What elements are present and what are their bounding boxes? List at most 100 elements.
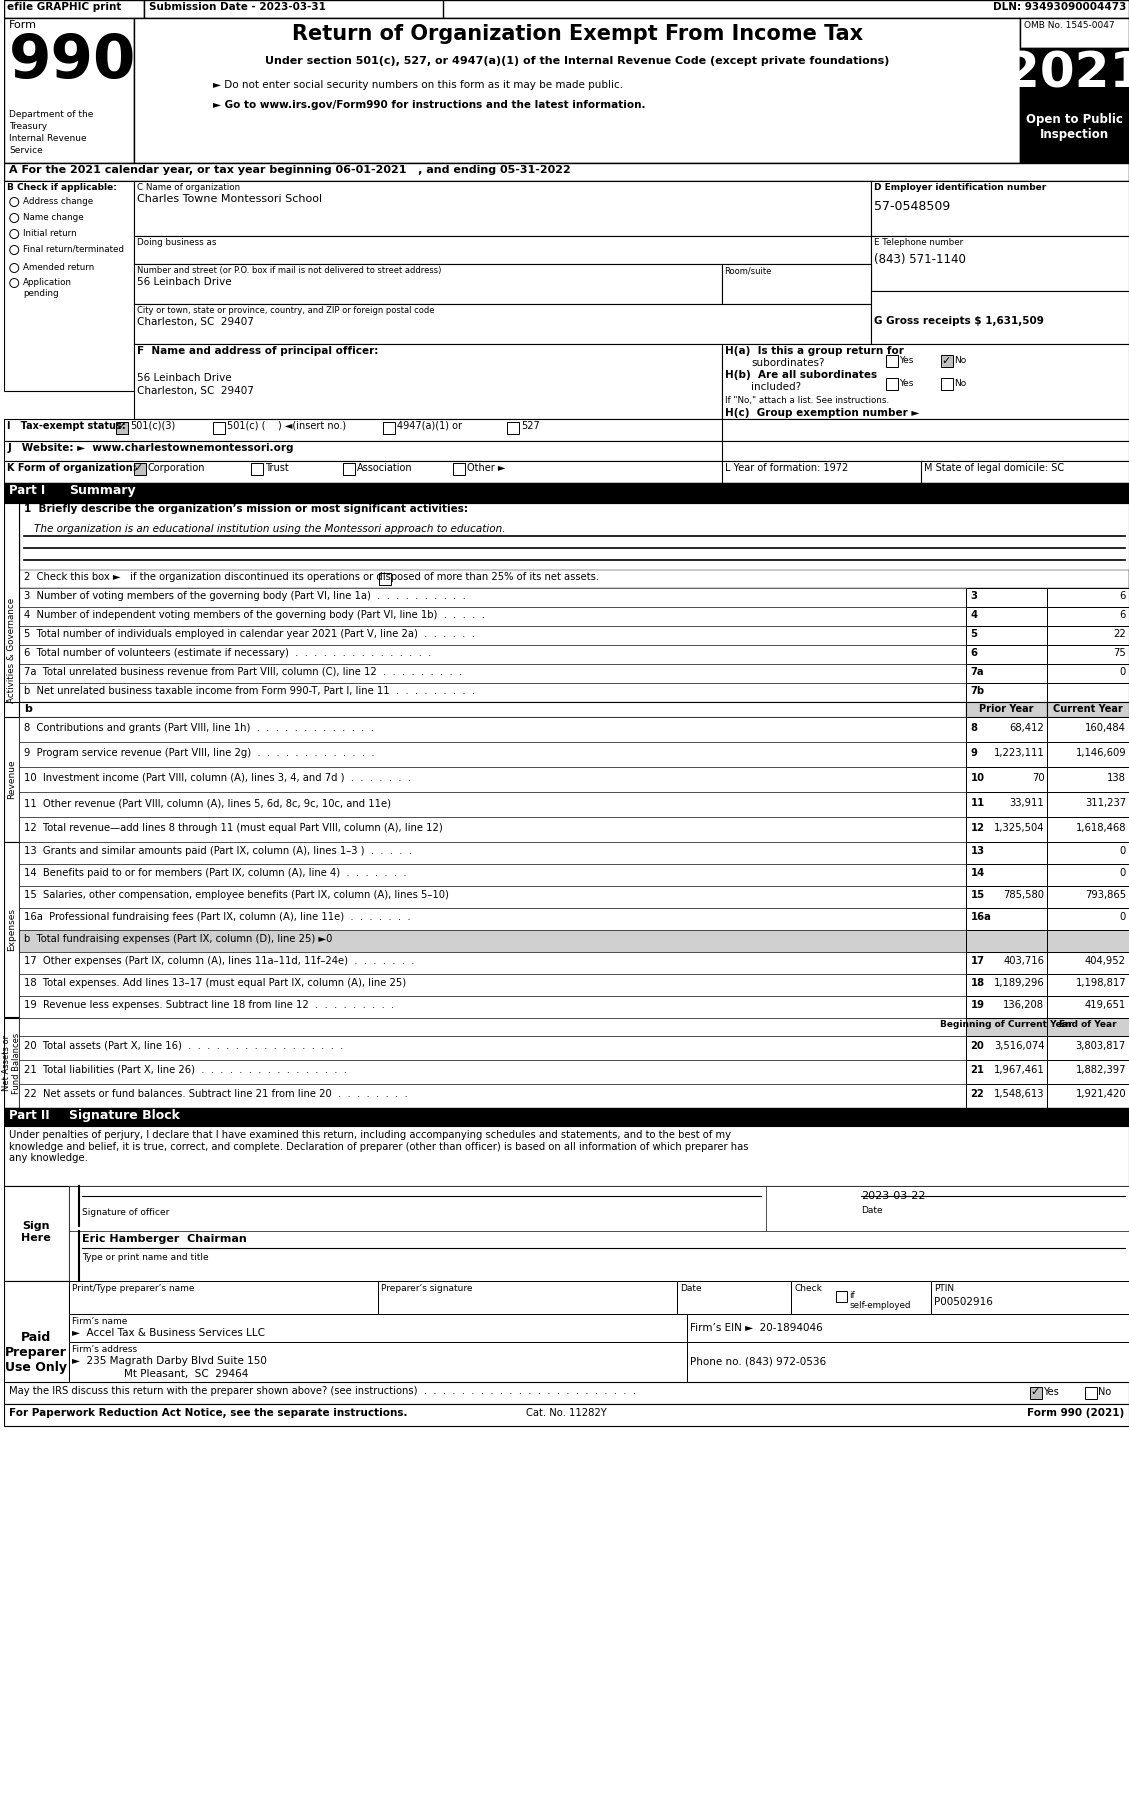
Text: Phone no. (843) 972-0536: Phone no. (843) 972-0536 xyxy=(690,1357,825,1366)
Bar xyxy=(965,931,1048,952)
Text: 22  Net assets or fund balances. Subtract line 21 from line 20  .  .  .  .  .  .: 22 Net assets or fund balances. Subtract… xyxy=(24,1088,408,1099)
Bar xyxy=(19,664,965,684)
Text: 1,882,397: 1,882,397 xyxy=(1076,1065,1126,1076)
Bar xyxy=(19,974,965,996)
Text: 9: 9 xyxy=(971,747,978,758)
Text: 17: 17 xyxy=(971,956,984,967)
Text: 20: 20 xyxy=(971,1041,984,1050)
Text: 10: 10 xyxy=(971,773,984,784)
Text: 20  Total assets (Part X, line 16)  .  .  .  .  .  .  .  .  .  .  .  .  .  .  . : 20 Total assets (Part X, line 16) . . . … xyxy=(24,1041,343,1050)
Bar xyxy=(19,502,1129,522)
Bar xyxy=(965,952,1048,974)
Text: 311,237: 311,237 xyxy=(1085,798,1126,807)
Bar xyxy=(1048,996,1129,1018)
Text: Form: Form xyxy=(9,20,37,31)
Text: 21  Total liabilities (Part X, line 26)  .  .  .  .  .  .  .  .  .  .  .  .  .  : 21 Total liabilities (Part X, line 26) .… xyxy=(24,1065,348,1076)
Bar xyxy=(69,1232,1129,1281)
Bar xyxy=(1048,702,1129,717)
Bar xyxy=(5,1126,1129,1186)
Text: 16a  Professional fundraising fees (Part IX, column (A), line 11e)  .  .  .  .  : 16a Professional fundraising fees (Part … xyxy=(24,912,411,922)
Bar xyxy=(19,502,1129,702)
Text: Check: Check xyxy=(795,1284,822,1293)
Text: Treasury: Treasury xyxy=(9,122,47,131)
Circle shape xyxy=(10,245,19,254)
Text: Current Year: Current Year xyxy=(1053,704,1123,715)
Text: 57-0548509: 57-0548509 xyxy=(874,200,951,212)
Bar xyxy=(133,265,721,305)
Bar xyxy=(1048,909,1129,931)
Bar xyxy=(19,767,965,793)
Text: Firm’s name: Firm’s name xyxy=(72,1317,128,1326)
Text: Initial return: Initial return xyxy=(24,229,77,238)
Text: Charles Towne Montessori School: Charles Towne Montessori School xyxy=(137,194,322,203)
Text: The organization is an educational institution using the Montessori approach to : The organization is an educational insti… xyxy=(34,524,506,533)
Text: ►  235 Magrath Darby Blvd Suite 150: ► 235 Magrath Darby Blvd Suite 150 xyxy=(72,1357,266,1366)
Text: 68,412: 68,412 xyxy=(1009,724,1044,733)
Bar xyxy=(5,1404,1129,1426)
Bar xyxy=(5,1281,69,1417)
Text: Submission Date - 2023-03-31: Submission Date - 2023-03-31 xyxy=(149,2,325,13)
Text: Under section 501(c), 527, or 4947(a)(1) of the Internal Revenue Code (except pr: Under section 501(c), 527, or 4947(a)(1)… xyxy=(265,56,890,65)
Text: 1,198,817: 1,198,817 xyxy=(1076,978,1126,989)
Bar xyxy=(252,463,263,475)
Bar xyxy=(767,1186,1129,1232)
Text: Trust: Trust xyxy=(265,463,289,473)
Bar xyxy=(965,664,1048,684)
Bar xyxy=(19,588,965,608)
Text: 10  Investment income (Part VIII, column (A), lines 3, 4, and 7d )  .  .  .  .  : 10 Investment income (Part VIII, column … xyxy=(24,773,411,784)
Text: 419,651: 419,651 xyxy=(1085,1000,1126,1010)
Bar xyxy=(965,702,1048,717)
Text: 12: 12 xyxy=(971,824,984,833)
Text: 56 Leinbach Drive: 56 Leinbach Drive xyxy=(137,278,231,287)
Text: ✓: ✓ xyxy=(942,356,951,366)
Text: Charleston, SC  29407: Charleston, SC 29407 xyxy=(137,317,254,327)
Bar xyxy=(19,885,965,909)
Bar xyxy=(343,463,355,475)
Bar xyxy=(965,717,1048,742)
Text: Eric Hamberger  Chairman: Eric Hamberger Chairman xyxy=(82,1234,247,1244)
Text: PTIN: PTIN xyxy=(934,1284,954,1293)
Text: No: No xyxy=(1099,1388,1111,1397)
Bar xyxy=(5,181,133,392)
Bar xyxy=(721,345,1129,419)
Text: K Form of organization:: K Form of organization: xyxy=(7,463,137,473)
Text: Doing business as: Doing business as xyxy=(137,238,217,247)
Text: 56 Leinbach Drive: 56 Leinbach Drive xyxy=(137,374,231,383)
Text: 785,580: 785,580 xyxy=(1004,891,1044,900)
Text: Date: Date xyxy=(861,1206,883,1215)
Text: 0: 0 xyxy=(1120,668,1126,677)
Text: 70: 70 xyxy=(1032,773,1044,784)
Text: A For the 2021 calendar year, or tax year beginning 06-01-2021   , and ending 05: A For the 2021 calendar year, or tax yea… xyxy=(9,165,571,174)
Text: 19: 19 xyxy=(971,1000,984,1010)
Bar xyxy=(379,573,391,584)
Bar xyxy=(930,1281,1129,1313)
Bar xyxy=(1021,109,1129,163)
Bar xyxy=(1048,863,1129,885)
Text: Corporation: Corporation xyxy=(148,463,205,473)
Bar xyxy=(19,842,965,863)
Bar xyxy=(1021,18,1129,47)
Text: 6: 6 xyxy=(1120,610,1126,620)
Bar xyxy=(19,931,965,952)
Bar xyxy=(1048,717,1129,742)
Text: included?: included? xyxy=(752,383,802,392)
Text: H(c)  Group exemption number ►: H(c) Group exemption number ► xyxy=(725,408,919,417)
Bar xyxy=(886,356,898,366)
Text: 5  Total number of individuals employed in calendar year 2021 (Part V, line 2a) : 5 Total number of individuals employed i… xyxy=(24,629,475,639)
Bar xyxy=(133,236,870,265)
Bar xyxy=(507,423,519,434)
Bar xyxy=(5,842,19,1018)
Text: Yes: Yes xyxy=(899,379,913,388)
Bar xyxy=(870,290,1129,345)
Text: Prior Year: Prior Year xyxy=(979,704,1034,715)
Bar xyxy=(5,717,19,842)
Text: Form 990 (2021): Form 990 (2021) xyxy=(1026,1408,1124,1419)
Text: 7a  Total unrelated business revenue from Part VIII, column (C), line 12  .  .  : 7a Total unrelated business revenue from… xyxy=(24,668,463,677)
Text: 1,548,613: 1,548,613 xyxy=(994,1088,1044,1099)
Text: 404,952: 404,952 xyxy=(1085,956,1126,967)
Text: 16a: 16a xyxy=(971,912,991,922)
Text: 501(c)(3): 501(c)(3) xyxy=(130,421,175,432)
Bar xyxy=(5,163,1129,181)
Text: Other ►: Other ► xyxy=(466,463,505,473)
Text: 13  Grants and similar amounts paid (Part IX, column (A), lines 1–3 )  .  .  .  : 13 Grants and similar amounts paid (Part… xyxy=(24,845,412,856)
